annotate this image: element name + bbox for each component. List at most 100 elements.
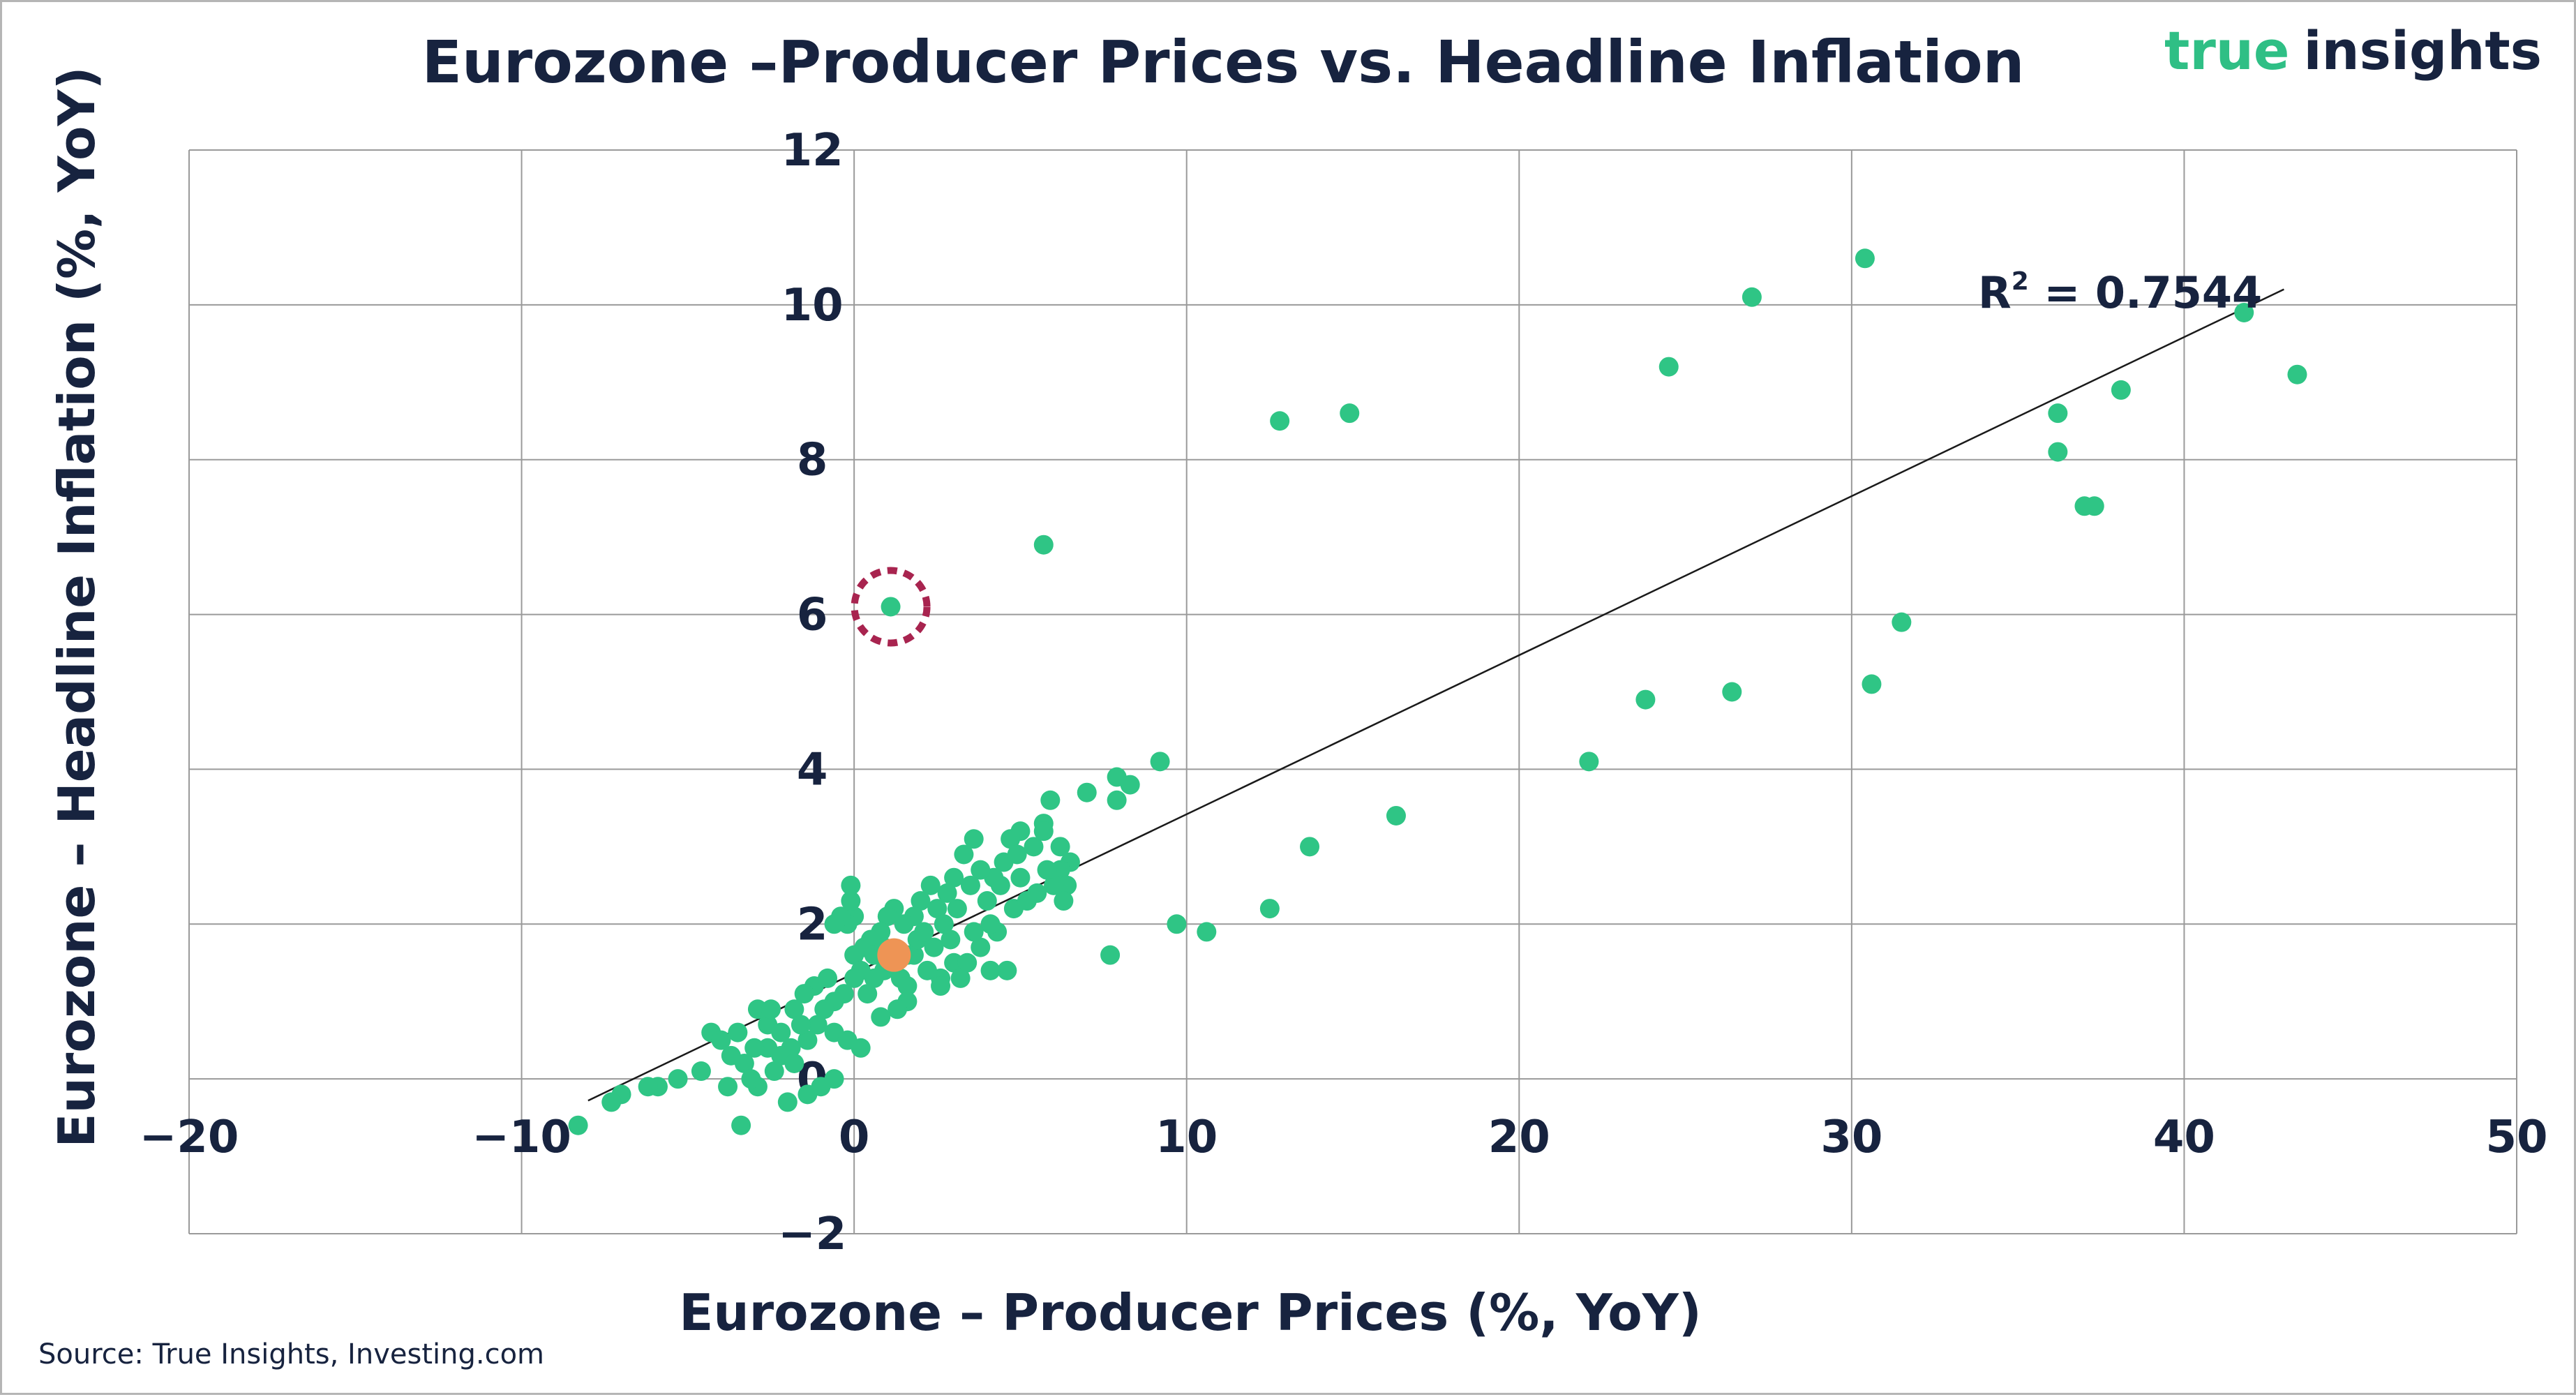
x-tick-label: 0 xyxy=(839,1112,870,1163)
data-point xyxy=(728,1022,748,1043)
trendline xyxy=(587,288,2284,1102)
data-point xyxy=(1270,411,1290,431)
data-point xyxy=(1100,945,1121,965)
data-point xyxy=(2048,403,2068,424)
data-point xyxy=(877,906,897,927)
data-point xyxy=(758,1015,778,1035)
data-point xyxy=(1001,829,1021,849)
data-point xyxy=(1259,899,1280,919)
data-point xyxy=(864,968,884,988)
data-point xyxy=(888,999,908,1019)
data-point xyxy=(964,922,984,942)
y-tick-label: 4 xyxy=(797,744,828,795)
data-point xyxy=(1024,837,1044,857)
data-point xyxy=(794,984,814,1004)
data-point xyxy=(1300,837,1320,857)
data-point xyxy=(638,1077,658,1097)
data-point xyxy=(1033,535,1054,555)
data-point xyxy=(871,1007,891,1027)
r-squared-superscript: 2 xyxy=(2012,267,2029,296)
x-tick-label: 40 xyxy=(2153,1112,2215,1163)
x-tick-label: 30 xyxy=(1820,1112,1882,1163)
data-point xyxy=(934,914,954,934)
data-point xyxy=(971,937,991,957)
data-point xyxy=(927,899,948,919)
data-point xyxy=(924,937,944,957)
data-point xyxy=(911,891,931,911)
data-point xyxy=(897,976,918,996)
data-point xyxy=(568,1115,588,1135)
data-point xyxy=(1386,805,1406,826)
data-point xyxy=(1167,914,1187,934)
data-point xyxy=(977,891,997,911)
data-point xyxy=(824,914,844,934)
data-point xyxy=(721,1045,741,1066)
data-point xyxy=(711,1030,731,1050)
data-point xyxy=(858,984,878,1004)
data-point xyxy=(937,883,957,903)
x-tick-label: 50 xyxy=(2485,1112,2547,1163)
r-squared-prefix: R xyxy=(1978,267,2012,318)
y-axis-title: Eurozone – Headline Inflation (%, YoY) xyxy=(47,66,106,1147)
r-squared-value: = 0.7544 xyxy=(2029,267,2262,318)
data-point xyxy=(1107,790,1127,810)
highlighted-data-point xyxy=(877,938,911,972)
y-tick-label: 6 xyxy=(797,590,828,641)
data-point xyxy=(980,914,1001,934)
x-axis-ticks: −20 −10 0 10 20 30 40 50 xyxy=(140,1112,2548,1163)
data-point xyxy=(964,829,984,849)
data-point xyxy=(2111,380,2131,400)
data-point xyxy=(997,960,1017,980)
data-point xyxy=(807,1015,828,1035)
data-point xyxy=(954,844,974,865)
data-point xyxy=(1050,837,1070,857)
data-point xyxy=(894,914,914,934)
data-point xyxy=(841,891,861,911)
data-point xyxy=(1742,287,1762,307)
x-tick-label: 20 xyxy=(1488,1112,1550,1163)
data-point xyxy=(1635,689,1656,710)
data-point xyxy=(1855,248,1875,269)
data-point xyxy=(2287,364,2307,384)
y-tick-label: 10 xyxy=(781,280,844,331)
brand-word-insights: insights xyxy=(2303,20,2542,82)
source-note: Source: True Insights, Investing.com xyxy=(38,1338,544,1370)
x-tick-label: −20 xyxy=(140,1112,239,1163)
data-point xyxy=(1044,875,1064,895)
data-point xyxy=(1077,782,1097,802)
data-point xyxy=(824,1069,844,1089)
data-point xyxy=(957,952,978,973)
data-point xyxy=(744,1038,765,1058)
data-point xyxy=(1017,891,1037,911)
data-point xyxy=(947,899,967,919)
x-tick-label: −10 xyxy=(472,1112,571,1163)
data-point xyxy=(980,960,1001,980)
data-point xyxy=(841,875,861,895)
data-point xyxy=(844,968,864,988)
data-point xyxy=(1007,844,1027,865)
y-tick-label: −2 xyxy=(778,1209,846,1260)
data-points xyxy=(568,248,2307,1135)
data-point xyxy=(791,1015,811,1035)
data-point xyxy=(818,968,838,988)
data-point xyxy=(941,929,961,950)
trendline-group xyxy=(587,288,2284,1102)
data-point xyxy=(691,1061,711,1082)
data-point xyxy=(844,945,864,965)
data-point xyxy=(2234,302,2254,322)
data-point xyxy=(784,1053,804,1073)
data-point xyxy=(920,875,941,895)
x-axis-title: Eurozone – Producer Prices (%, YoY) xyxy=(679,1283,1702,1342)
data-point xyxy=(1892,612,1912,632)
data-point xyxy=(1340,403,1360,424)
data-point xyxy=(1054,891,1074,911)
data-point xyxy=(2048,442,2068,462)
data-point xyxy=(777,1092,797,1112)
r-squared-label: R2 = 0.7544 xyxy=(1978,267,2262,318)
data-point xyxy=(2084,496,2104,516)
data-point xyxy=(784,999,804,1019)
data-point xyxy=(944,867,964,888)
